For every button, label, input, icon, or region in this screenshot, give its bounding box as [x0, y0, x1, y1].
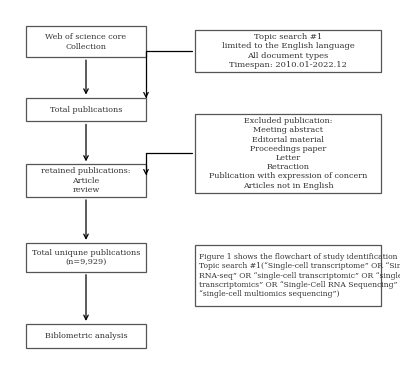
FancyBboxPatch shape [26, 164, 146, 197]
FancyBboxPatch shape [195, 30, 381, 72]
FancyBboxPatch shape [26, 26, 146, 57]
FancyBboxPatch shape [195, 245, 381, 306]
Text: Excluded publication:
Meeting abstract
Editorial material
Proceedings paper
Lett: Excluded publication: Meeting abstract E… [209, 117, 367, 189]
Text: Total uniqune publications
(n=9,929): Total uniqune publications (n=9,929) [32, 249, 140, 266]
Text: retained publications:
Article
review: retained publications: Article review [41, 168, 131, 194]
FancyBboxPatch shape [26, 98, 146, 121]
FancyBboxPatch shape [26, 243, 146, 272]
Text: Topic search #1
limited to the English language
All document types
Timespan: 201: Topic search #1 limited to the English l… [222, 33, 354, 69]
Text: Web of science core
Collection: Web of science core Collection [46, 33, 126, 51]
FancyBboxPatch shape [26, 324, 146, 347]
FancyBboxPatch shape [195, 114, 381, 193]
Text: Biblometric analysis: Biblometric analysis [45, 332, 127, 340]
Text: Figure 1 shows the flowchart of study identification and selection.
Topic search: Figure 1 shows the flowchart of study id… [199, 253, 400, 298]
Text: Total publications: Total publications [50, 105, 122, 114]
